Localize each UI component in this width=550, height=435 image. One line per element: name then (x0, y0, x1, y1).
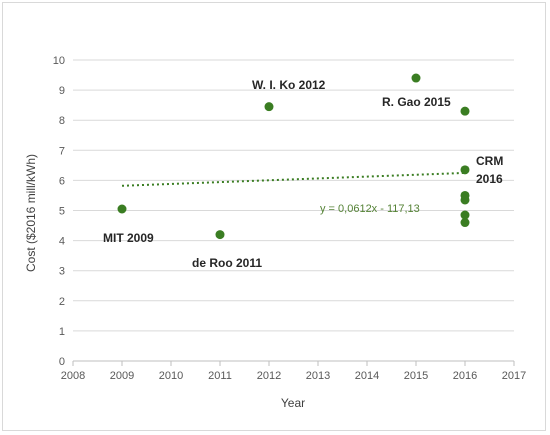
x-tick-label: 2015 (404, 370, 428, 382)
x-tick-label: 2014 (355, 370, 379, 382)
x-tick-label: 2017 (502, 370, 526, 382)
data-point (117, 204, 127, 214)
x-tick-label: 2010 (159, 370, 183, 382)
y-axis-title: Cost ($2016 mill/kWh) (24, 154, 38, 272)
y-tick-label: 4 (59, 236, 65, 248)
x-tick-label: 2008 (61, 370, 85, 382)
y-tick-label: 0 (59, 356, 65, 368)
y-tick-label: 1 (59, 326, 65, 338)
x-tick-label: 2013 (306, 370, 330, 382)
data-point (460, 210, 470, 220)
point-annotation: R. Gao 2015 (382, 95, 451, 109)
trendline-group: y = 0,0612x - 117,13 (121, 171, 466, 215)
x-tick-label: 2011 (208, 370, 232, 382)
axes (72, 360, 515, 366)
chart-frame (2, 2, 546, 431)
point-annotation: W. I. Ko 2012 (252, 78, 326, 92)
x-tick-label: 2009 (110, 370, 134, 382)
trendline-equation: y = 0,0612x - 117,13 (320, 203, 420, 215)
point-annotation: CRM (476, 154, 503, 168)
y-tick-label: 9 (59, 85, 65, 97)
data-point (411, 73, 421, 83)
data-point (460, 106, 470, 116)
data-points (117, 73, 470, 240)
y-tick-label: 8 (59, 115, 65, 127)
y-tick-label: 2 (59, 296, 65, 308)
data-point (460, 195, 470, 205)
annotation-labels: MIT 2009 de Roo 2011 W. I. Ko 2012 R. Gao 2… (103, 78, 503, 270)
data-point (460, 165, 470, 175)
point-annotation: 2016 (476, 172, 503, 186)
data-point (215, 230, 225, 240)
y-tick-label: 7 (59, 145, 65, 157)
x-tick-label: 2012 (257, 370, 281, 382)
point-annotation: MIT 2009 (103, 231, 154, 245)
x-axis-title: Year (281, 396, 305, 410)
trendline (121, 171, 466, 187)
y-tick-label: 3 (59, 266, 65, 278)
data-point (460, 218, 470, 228)
y-tick-label: 6 (59, 175, 65, 187)
x-tick-label: 2016 (453, 370, 477, 382)
tick-labels: 0 1 2 3 4 5 6 7 8 9 10 2008 2009 2010 2011 2012 2013 2014… (53, 55, 526, 382)
point-annotation: de Roo 2011 (192, 256, 262, 270)
y-tick-label: 5 (59, 206, 65, 218)
data-point (264, 102, 274, 112)
gridlines (73, 59, 514, 332)
y-tick-label: 10 (53, 55, 65, 67)
